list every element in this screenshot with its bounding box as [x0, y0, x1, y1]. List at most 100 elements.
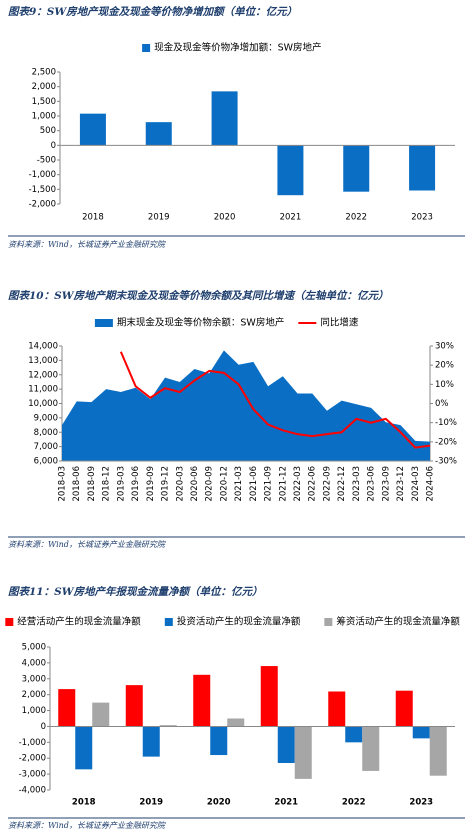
legend-swatch: [164, 618, 173, 626]
y-tick-label: -500: [37, 156, 56, 166]
bar: [409, 145, 436, 191]
legend-swatch: [142, 44, 151, 52]
legend-swatch: [5, 618, 14, 626]
y-tick-label: 10,000: [28, 399, 58, 409]
x-tick-label: 2023-09: [381, 466, 391, 502]
y-tick-label: 1,000: [32, 112, 56, 122]
x-tick-label: 2021-12: [278, 466, 288, 502]
section-title: 图表10：SW房地产期末现金及现金等价物余额及其同比增速（左轴单位：亿元）: [8, 289, 389, 302]
x-tick-label: 2018: [72, 798, 96, 808]
x-tick-label: 2018-06: [72, 466, 82, 502]
y-tick-label: 11,000: [28, 385, 58, 395]
bar: [211, 91, 238, 146]
y2-tick-label: -20%: [435, 437, 457, 447]
x-tick-label: 2022: [342, 798, 366, 808]
bar: [58, 689, 76, 727]
x-tick-label: 2021-03: [234, 466, 244, 502]
y-tick-label: 2,500: [32, 68, 56, 78]
y-tick-label: -2,000: [29, 200, 56, 210]
x-tick-label: 2024-03: [411, 466, 421, 502]
legend-label: 筹资活动产生的现金流量净额: [336, 616, 460, 628]
x-tick-label: 2020-06: [190, 466, 200, 502]
y-tick-label: 500: [40, 126, 56, 136]
x-tick-label: 2018: [82, 213, 104, 223]
y-tick-label: 0: [51, 141, 56, 151]
bar: [125, 685, 143, 727]
bar: [328, 691, 346, 727]
legend-label: 投资活动产生的现金流量净额: [177, 616, 301, 628]
x-tick-label: 2020-09: [205, 466, 215, 502]
bar: [343, 145, 370, 192]
y-tick-label: 2,000: [32, 82, 56, 92]
bar: [210, 726, 228, 756]
bar: [79, 113, 106, 146]
legend-label: 现金及现金等价物净增加额：SW房地产: [154, 42, 321, 54]
legend-label: 期末现金及现金等价物余额：SW房地产: [117, 317, 284, 329]
bar: [395, 690, 413, 727]
y-tick-label: 0: [41, 722, 46, 732]
line: [119, 351, 431, 449]
y-tick-label: 9,000: [34, 413, 58, 423]
bar: [345, 726, 363, 743]
y2-tick-label: 10%: [435, 380, 454, 390]
x-tick-label: 2021-06: [249, 466, 259, 502]
x-tick-label: 2019: [139, 798, 163, 808]
bar: [412, 726, 430, 739]
x-tick-label: 2019-03: [116, 466, 126, 502]
x-tick-label: 2022-03: [293, 466, 303, 502]
legend-swatch: [324, 618, 333, 626]
source-note: 资料来源：Wind，长城证券产业金融研究院: [8, 540, 167, 549]
area: [62, 350, 430, 461]
y-tick-label: -1,500: [29, 185, 56, 195]
y-tick-label: 7,000: [34, 442, 58, 452]
bar: [294, 726, 312, 779]
y-tick-label: 2,000: [22, 690, 46, 700]
x-tick-label: 2023: [409, 798, 433, 808]
y-tick-label: -3,000: [19, 770, 46, 780]
y-tick-label: 8,000: [34, 428, 58, 438]
x-tick-label: 2018-12: [102, 466, 112, 502]
y-tick-label: 13,000: [28, 356, 58, 366]
x-tick-label: 2022-06: [308, 466, 318, 502]
x-tick-label: 2020-12: [219, 466, 229, 502]
y-tick-label: 14,000: [28, 342, 58, 352]
x-tick-label: 2018-03: [58, 466, 68, 502]
bar: [92, 702, 110, 727]
x-tick-label: 2020: [214, 213, 236, 223]
section-title: 图表11：SW房地产年报现金流量净额（单位：亿元）: [8, 585, 263, 598]
y-tick-label: 1,000: [22, 706, 46, 716]
x-tick-label: 2023-03: [352, 466, 362, 502]
bar: [277, 726, 295, 763]
y-tick-label: -2,000: [19, 754, 46, 764]
x-tick-label: 2020: [207, 798, 231, 808]
y2-tick-label: -30%: [435, 457, 457, 467]
x-tick-label: 2019: [148, 213, 170, 223]
x-tick-label: 2021-09: [264, 466, 274, 502]
x-tick-label: 2021: [274, 798, 298, 808]
bar: [429, 726, 447, 776]
source-note: 资料来源：Wind，长城证券产业金融研究院: [8, 240, 167, 249]
x-tick-label: 2018-09: [87, 466, 97, 502]
bar: [75, 726, 93, 770]
x-tick-label: 2022-09: [322, 466, 332, 502]
bar: [277, 145, 304, 196]
y2-tick-label: 0%: [435, 399, 449, 409]
legend-swatch: [94, 319, 113, 327]
x-tick-label: 2023-06: [367, 466, 377, 502]
x-tick-label: 2024-06: [426, 466, 436, 502]
y-tick-label: 4,000: [22, 658, 46, 668]
x-tick-label: 2020-03: [175, 466, 185, 502]
legend-label: 经营活动产生的现金流量净额: [17, 616, 141, 628]
bar: [362, 726, 380, 771]
x-tick-label: 2022: [345, 213, 367, 223]
x-tick-label: 2023: [411, 213, 433, 223]
x-tick-label: 2021: [280, 213, 302, 223]
y-tick-label: 6,000: [34, 457, 58, 467]
y-tick-label: -1,000: [29, 170, 56, 180]
bar: [159, 725, 177, 727]
y-tick-label: 5,000: [22, 643, 46, 653]
bar: [260, 666, 278, 727]
x-tick-label: 2019-12: [161, 466, 171, 502]
x-tick-label: 2022-12: [337, 466, 347, 502]
